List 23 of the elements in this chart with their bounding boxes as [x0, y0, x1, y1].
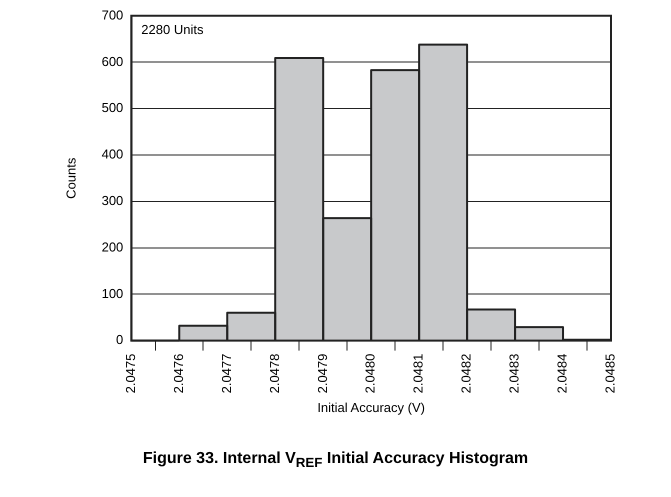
x-tick-label: 2.0481	[410, 354, 426, 394]
text: Figure 33. Internal V$_{REF}$ Initial Accuracy Histogram	[142, 450, 530, 470]
y-tick-label: 400	[102, 146, 124, 162]
x-tick-label: 2.0479	[314, 354, 330, 394]
y-tick-label: 0	[116, 332, 124, 348]
y-tick-label: 700	[102, 7, 124, 22]
annotation: 2280 Units	[141, 22, 204, 37]
y-tick-label: 500	[102, 100, 124, 116]
y-tick-label: 300	[102, 193, 124, 208]
x-tick-label: 2.0477	[218, 354, 234, 394]
x-tick-label: 2.0478	[266, 354, 282, 394]
x-tick-label: 2.0483	[506, 354, 522, 394]
y-axis-title: Counts	[63, 157, 78, 199]
x-tick-label: 2.0485	[602, 354, 618, 394]
x-axis-title: Initial Accuracy (V)	[317, 400, 425, 415]
y-tick-label: 600	[102, 54, 124, 69]
x-tick-label: 2.0480	[362, 354, 378, 394]
x-tick-label: 2.0476	[170, 354, 186, 394]
x-tick-label: 2.0484	[554, 354, 570, 394]
x-tick-label: 2.0482	[458, 354, 474, 394]
x-tick-label: 2.0475	[122, 354, 138, 394]
y-tick-label: 200	[102, 239, 124, 254]
y-tick-label: 100	[102, 286, 124, 301]
